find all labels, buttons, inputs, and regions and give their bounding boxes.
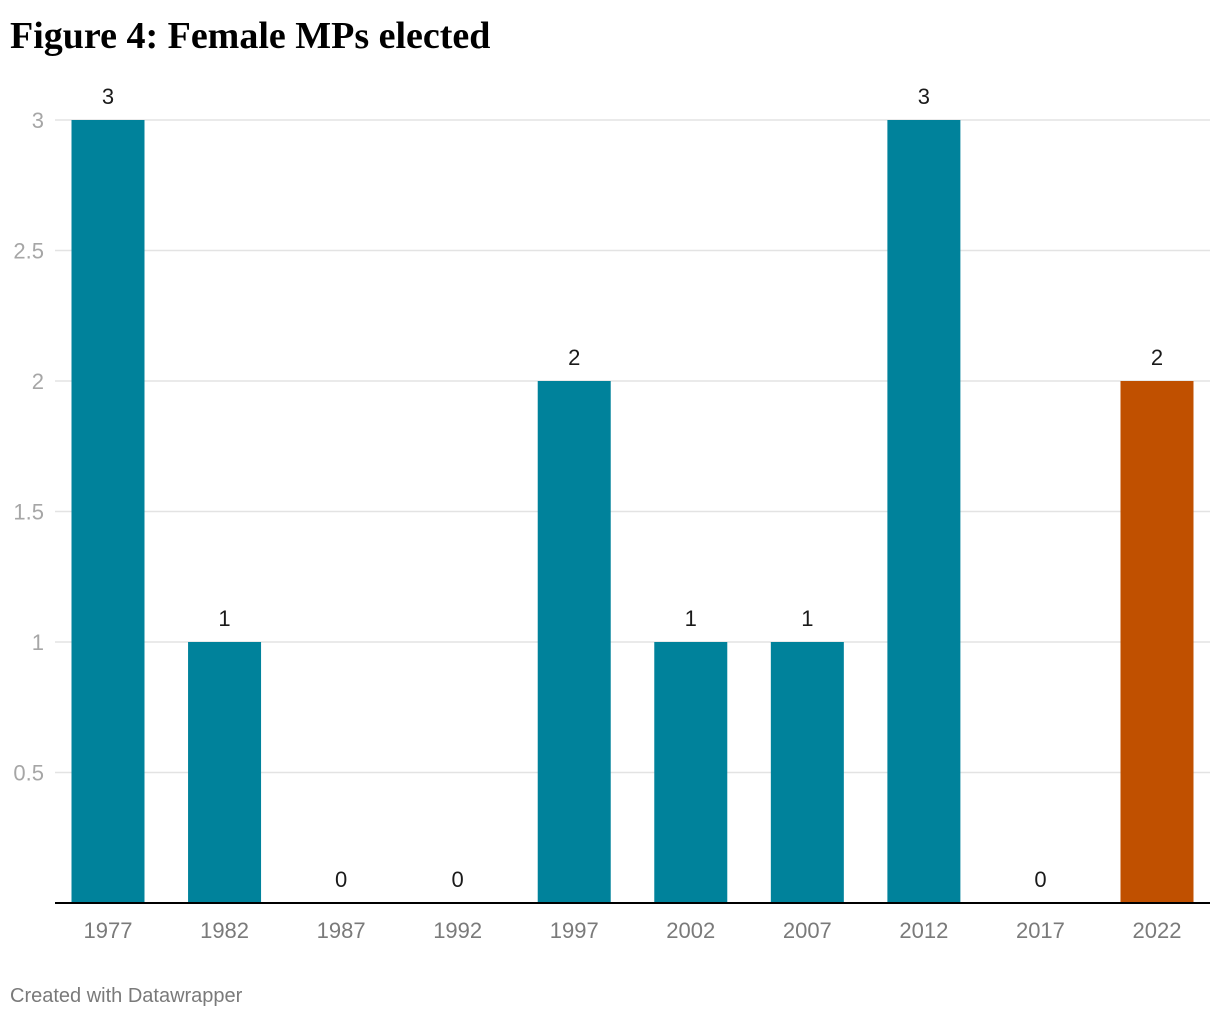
y-tick-label: 3 bbox=[32, 108, 44, 133]
x-tick-label-2007: 2007 bbox=[783, 918, 832, 943]
value-label-1982: 1 bbox=[218, 606, 230, 631]
value-label-2002: 1 bbox=[685, 606, 697, 631]
value-label-2012: 3 bbox=[918, 84, 930, 109]
bars bbox=[71, 120, 1194, 903]
x-tick-label-2002: 2002 bbox=[666, 918, 715, 943]
y-axis-ticks: 0.5 1 1.5 2 2.5 3 bbox=[13, 108, 44, 786]
y-tick-label: 1.5 bbox=[13, 500, 44, 525]
value-label-1977: 3 bbox=[102, 84, 114, 109]
y-tick-label: 0.5 bbox=[13, 761, 44, 786]
chart-title: Figure 4: Female MPs elected bbox=[10, 15, 491, 57]
bar-2012 bbox=[887, 120, 961, 903]
bar-2007 bbox=[770, 642, 844, 903]
bar-2022 bbox=[1120, 381, 1194, 903]
x-tick-label-1992: 1992 bbox=[433, 918, 482, 943]
y-tick-label: 1 bbox=[32, 630, 44, 655]
value-labels: 3 1 0 0 2 1 1 3 0 2 bbox=[102, 84, 1163, 892]
x-tick-label-2012: 2012 bbox=[899, 918, 948, 943]
value-label-2007: 1 bbox=[801, 606, 813, 631]
y-tick-label: 2.5 bbox=[13, 239, 44, 264]
x-tick-label-2017: 2017 bbox=[1016, 918, 1065, 943]
bar-2002 bbox=[654, 642, 728, 903]
value-label-1997: 2 bbox=[568, 345, 580, 370]
x-axis-ticks: 1977 1982 1987 1992 1997 2002 2007 2012 2017 2022 bbox=[84, 918, 1182, 943]
x-tick-label-2022: 2022 bbox=[1133, 918, 1182, 943]
x-tick-label-1977: 1977 bbox=[84, 918, 133, 943]
x-tick-label-1982: 1982 bbox=[200, 918, 249, 943]
y-tick-label: 2 bbox=[32, 369, 44, 394]
x-tick-label-1987: 1987 bbox=[317, 918, 366, 943]
value-label-2017: 0 bbox=[1034, 867, 1046, 892]
bar-1977 bbox=[71, 120, 145, 903]
value-label-2022: 2 bbox=[1151, 345, 1163, 370]
bar-1982 bbox=[188, 642, 262, 903]
bar-1997 bbox=[537, 381, 611, 903]
footer-credit: Created with Datawrapper bbox=[10, 985, 243, 1007]
x-tick-label-1997: 1997 bbox=[550, 918, 599, 943]
value-label-1992: 0 bbox=[452, 867, 464, 892]
value-label-1987: 0 bbox=[335, 867, 347, 892]
